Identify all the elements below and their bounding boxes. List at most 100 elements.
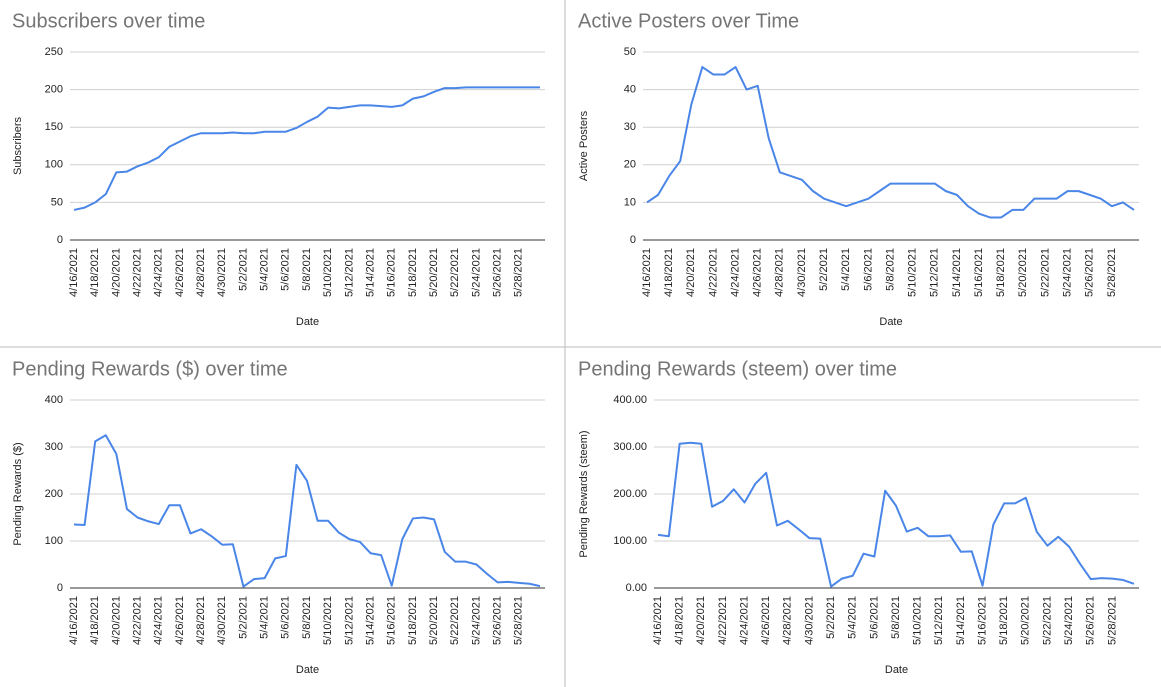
y-axis-title: Pending Rewards (steem) [578, 430, 590, 557]
chart-title: Active Posters over Time [578, 10, 799, 32]
x-tick-label: 4/22/2021 [131, 248, 143, 297]
x-tick-label: 4/16/2021 [641, 248, 653, 297]
x-tick-label: 5/4/2021 [847, 596, 859, 639]
x-tick-label: 5/16/2021 [973, 248, 985, 297]
x-tick-label: 5/6/2021 [868, 596, 880, 639]
chart-panel: Pending Rewards (steem) over time 0.00 100… [578, 358, 1139, 676]
x-axis-title: Date [296, 664, 319, 676]
x-tick-label: 4/26/2021 [752, 248, 764, 297]
x-tick-label: 5/4/2021 [840, 248, 852, 291]
chart-panel: Subscribers over time 0 50 100 150 200 250 4/16… [12, 10, 545, 328]
x-axis-title: Date [885, 664, 908, 676]
x-tick-label: 5/14/2021 [364, 596, 376, 645]
x-tick-label: 4/26/2021 [760, 596, 772, 645]
x-tick-label: 5/10/2021 [322, 248, 334, 297]
x-tick-label: 5/12/2021 [929, 248, 941, 297]
x-tick-label: 5/28/2021 [513, 248, 525, 297]
x-tick-label: 5/6/2021 [280, 596, 292, 639]
y-axis-title: Pending Rewards ($) [12, 442, 24, 545]
x-tick-label: 5/16/2021 [386, 596, 398, 645]
x-tick-label: 4/24/2021 [729, 248, 741, 297]
x-tick-label: 5/24/2021 [1063, 596, 1075, 645]
chart-title: Subscribers over time [12, 10, 205, 32]
x-tick-label: 4/22/2021 [717, 596, 729, 645]
x-tick-label: 4/20/2021 [695, 596, 707, 645]
x-tick-label: 5/12/2021 [343, 248, 355, 297]
x-tick-label: 5/14/2021 [951, 248, 963, 297]
x-tick-label: 5/16/2021 [976, 596, 988, 645]
data-line [73, 434, 541, 588]
x-tick-label: 5/10/2021 [322, 596, 334, 645]
x-tick-label: 5/22/2021 [449, 596, 461, 645]
x-tick-label: 5/2/2021 [237, 248, 249, 291]
x-tick-label: 5/12/2021 [343, 596, 355, 645]
x-tick-label: 4/18/2021 [89, 248, 101, 297]
x-tick-label: 5/18/2021 [995, 248, 1007, 297]
x-tick-label: 4/24/2021 [153, 596, 165, 645]
x-axis-title: Date [879, 316, 902, 328]
x-tick-label: 5/26/2021 [1084, 248, 1096, 297]
y-tick-label: 250 [45, 46, 63, 58]
x-tick-label: 4/24/2021 [153, 248, 165, 297]
y-tick-label: 50 [624, 46, 636, 58]
x-tick-label: 4/20/2021 [110, 596, 122, 645]
chart-panel: Pending Rewards ($) over time 0 100 200 300 4… [12, 358, 545, 676]
x-tick-label: 4/28/2021 [195, 248, 207, 297]
y-tick-label: 300 [45, 441, 63, 453]
x-tick-label: 4/28/2021 [774, 248, 786, 297]
x-tick-label: 5/22/2021 [449, 248, 461, 297]
x-tick-label: 5/24/2021 [470, 596, 482, 645]
x-tick-label: 5/6/2021 [862, 248, 874, 291]
y-tick-label: 150 [45, 121, 63, 133]
x-tick-label: 5/20/2021 [428, 596, 440, 645]
x-tick-label: 4/20/2021 [110, 248, 122, 297]
x-tick-label: 5/18/2021 [998, 596, 1010, 645]
x-tick-label: 4/22/2021 [707, 248, 719, 297]
data-line [73, 86, 540, 211]
x-tick-label: 5/8/2021 [301, 248, 313, 291]
x-tick-label: 4/18/2021 [89, 596, 101, 645]
x-tick-label: 5/10/2021 [912, 596, 924, 645]
x-tick-label: 5/28/2021 [513, 596, 525, 645]
x-tick-label: 5/20/2021 [1020, 596, 1032, 645]
x-tick-label: 5/4/2021 [259, 248, 271, 291]
x-tick-label: 5/14/2021 [955, 596, 967, 645]
x-tick-label: 4/18/2021 [663, 248, 675, 297]
x-tick-label: 5/28/2021 [1106, 248, 1118, 297]
x-tick-label: 5/16/2021 [386, 248, 398, 297]
x-tick-label: 4/30/2021 [796, 248, 808, 297]
y-tick-label: 100 [45, 159, 63, 171]
x-tick-label: 5/14/2021 [364, 248, 376, 297]
x-tick-label: 4/16/2021 [68, 248, 80, 297]
x-tick-label: 4/24/2021 [738, 596, 750, 645]
y-tick-label: 10 [624, 196, 636, 208]
y-axis-title: Active Posters [578, 110, 590, 181]
y-tick-label: 0 [57, 582, 63, 594]
x-tick-label: 5/10/2021 [907, 248, 919, 297]
y-tick-label: 40 [624, 84, 636, 96]
x-tick-label: 5/20/2021 [1017, 248, 1029, 297]
x-tick-label: 4/22/2021 [131, 596, 143, 645]
y-tick-label: 0 [57, 234, 63, 246]
x-tick-label: 4/26/2021 [174, 248, 186, 297]
x-tick-label: 5/26/2021 [492, 248, 504, 297]
data-line [646, 66, 1135, 219]
x-tick-label: 5/22/2021 [1041, 596, 1053, 645]
y-tick-label: 20 [624, 159, 636, 171]
x-tick-label: 5/28/2021 [1106, 596, 1118, 645]
x-tick-label: 5/6/2021 [280, 248, 292, 291]
x-tick-label: 5/24/2021 [1061, 248, 1073, 297]
x-tick-label: 4/30/2021 [216, 248, 228, 297]
x-tick-label: 4/18/2021 [674, 596, 686, 645]
x-tick-label: 5/24/2021 [470, 248, 482, 297]
x-axis-title: Date [296, 316, 319, 328]
x-tick-label: 4/28/2021 [195, 596, 207, 645]
data-line [657, 441, 1135, 588]
x-tick-label: 4/16/2021 [68, 596, 80, 645]
y-tick-label: 100.00 [613, 535, 647, 547]
x-tick-label: 5/2/2021 [825, 596, 837, 639]
y-tick-label: 400.00 [613, 394, 647, 406]
y-tick-label: 200 [45, 488, 63, 500]
x-tick-label: 4/30/2021 [803, 596, 815, 645]
